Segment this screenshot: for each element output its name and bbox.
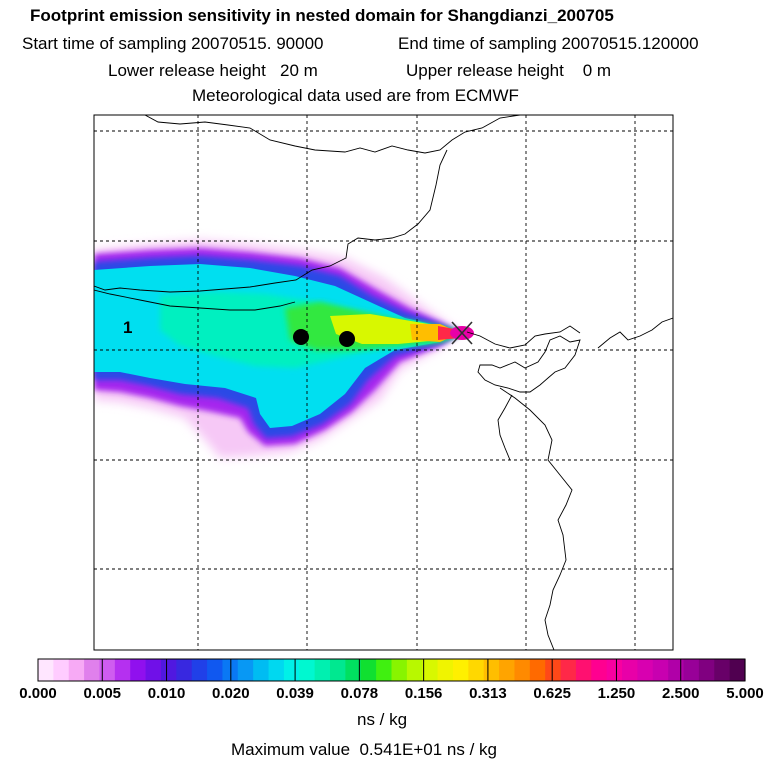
colorbar-cell xyxy=(253,659,270,681)
colorbar-tick-label: 0.039 xyxy=(276,685,314,702)
receptor-cross-marker xyxy=(451,321,473,345)
colorbar-cell xyxy=(360,659,377,681)
colorbar-cell xyxy=(483,659,500,681)
coastlines-and-borders xyxy=(94,115,673,650)
release-label: 1 xyxy=(123,318,132,337)
colorbar-cell xyxy=(499,659,516,681)
colorbar-cell xyxy=(545,659,562,681)
colorbar-cell xyxy=(160,659,177,681)
map-frame xyxy=(93,114,674,651)
colorbar-cell xyxy=(68,659,85,681)
colorbar-cell xyxy=(729,659,746,681)
colorbar-tick-label: 0.078 xyxy=(340,685,379,702)
colorbar-cell xyxy=(591,659,608,681)
colorbar-tick-label: 0.625 xyxy=(533,685,571,702)
colorbar-cell xyxy=(268,659,285,681)
map-title: Footprint emission sensitivity in nested… xyxy=(30,6,614,25)
colorbar-cell xyxy=(330,659,346,681)
colorbar-tick-label: 1.250 xyxy=(597,685,636,702)
met-data-label: Meteorological data used are from ECMWF xyxy=(192,86,519,105)
black-dot-marker xyxy=(339,331,355,347)
colorbar-cell xyxy=(314,659,331,681)
colorbar-cell xyxy=(668,659,685,681)
colorbar-cell xyxy=(391,659,408,681)
colorbar-cell xyxy=(452,659,469,681)
max-value-label: Maximum value 0.541E+01 ns / kg xyxy=(231,740,497,759)
upper-release-height-label: Upper release height 0 m xyxy=(406,61,612,80)
end-time-label: End time of sampling 20070515.120000 xyxy=(398,34,699,53)
colorbar-tick-label: 0.000 xyxy=(19,685,57,702)
colorbar-cell xyxy=(437,659,454,681)
colorbar-cell xyxy=(622,659,639,681)
colorbar-cell xyxy=(376,659,393,681)
colorbar-tick-label: 5.000 xyxy=(726,685,764,702)
colorbar-cell xyxy=(191,659,208,681)
colorbar-cell xyxy=(130,659,147,681)
colorbar-tick-label: 0.005 xyxy=(83,685,122,702)
colorbar-tick-label: 2.500 xyxy=(661,685,700,702)
colorbar-cell xyxy=(237,659,254,681)
colorbar-cell xyxy=(422,659,439,681)
colorbar-cell xyxy=(176,659,193,681)
colorbar-cell xyxy=(114,659,131,681)
colorbar-tick-label: 0.156 xyxy=(404,685,443,702)
colorbar-cell xyxy=(529,659,546,681)
colorbar-cell xyxy=(714,659,731,681)
colorbar-cell xyxy=(84,659,101,681)
colorbar-cell xyxy=(145,659,162,681)
start-time-label: Start time of sampling 20070515. 90000 xyxy=(22,34,324,53)
colorbar-cell xyxy=(560,659,577,681)
colorbar-cell xyxy=(207,659,224,681)
colorbar-cell xyxy=(683,659,700,681)
colorbar-cell xyxy=(468,659,485,681)
grid-lines xyxy=(94,115,673,650)
unit-label: ns / kg xyxy=(357,710,408,729)
colorbar-cell xyxy=(345,659,362,681)
black-dot-marker xyxy=(293,329,309,345)
sensitivity-field xyxy=(94,240,474,458)
colorbar-cell xyxy=(637,659,654,681)
colorbar-cell xyxy=(53,659,70,681)
colorbar-cell xyxy=(299,659,316,681)
colorbar-cell xyxy=(38,659,54,681)
colorbar-cell xyxy=(514,659,531,681)
colorbar-cell xyxy=(406,659,423,681)
colorbar-tick-lines xyxy=(37,659,746,681)
colorbar-tick-label: 0.313 xyxy=(469,685,507,702)
colorbar-cell xyxy=(698,659,715,681)
colorbar-cell xyxy=(575,659,592,681)
colorbar-cells xyxy=(38,659,746,681)
lower-release-height-label: Lower release height 20 m xyxy=(108,61,318,80)
colorbar-cell xyxy=(606,659,623,681)
colorbar-cell xyxy=(283,659,300,681)
colorbar-tick-label: 0.010 xyxy=(147,685,186,702)
colorbar-cell xyxy=(652,659,669,681)
colorbar-tick-label: 0.020 xyxy=(212,685,250,702)
colorbar-cell xyxy=(99,659,116,681)
